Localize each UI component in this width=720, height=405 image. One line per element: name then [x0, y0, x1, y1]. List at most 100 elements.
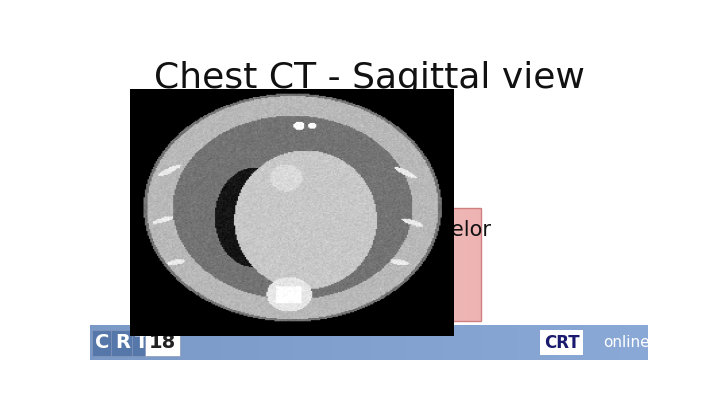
- Bar: [462, 324, 472, 360]
- Bar: [313, 324, 323, 360]
- Bar: [420, 208, 426, 322]
- Bar: [285, 324, 295, 360]
- Text: 2. Administer FFP: 2. Administer FFP: [188, 252, 370, 272]
- Bar: [620, 324, 630, 360]
- Bar: [222, 208, 228, 322]
- Bar: [639, 324, 649, 360]
- Bar: [164, 324, 174, 360]
- Bar: [278, 208, 284, 322]
- Bar: [564, 324, 574, 360]
- Bar: [332, 324, 342, 360]
- Bar: [323, 324, 333, 360]
- Bar: [333, 208, 339, 322]
- Text: 18: 18: [149, 333, 176, 352]
- Bar: [374, 208, 379, 322]
- Bar: [555, 324, 565, 360]
- Bar: [481, 324, 490, 360]
- Bar: [348, 208, 354, 322]
- Bar: [197, 208, 202, 322]
- Bar: [258, 324, 267, 360]
- Bar: [90, 324, 100, 360]
- Bar: [217, 208, 222, 322]
- Bar: [155, 324, 165, 360]
- Bar: [387, 324, 397, 360]
- Bar: [425, 324, 435, 360]
- Bar: [341, 324, 351, 360]
- Bar: [629, 324, 639, 360]
- Bar: [490, 324, 500, 360]
- Bar: [303, 208, 309, 322]
- Bar: [546, 324, 556, 360]
- Bar: [359, 208, 364, 322]
- Bar: [405, 208, 410, 322]
- Bar: [364, 208, 369, 322]
- Bar: [239, 324, 248, 360]
- Bar: [434, 324, 444, 360]
- Bar: [228, 208, 233, 322]
- Bar: [248, 208, 253, 322]
- Bar: [192, 324, 202, 360]
- Bar: [343, 208, 349, 322]
- Bar: [308, 208, 314, 322]
- Bar: [323, 208, 329, 322]
- Bar: [415, 324, 426, 360]
- Bar: [263, 208, 269, 322]
- Bar: [384, 208, 390, 322]
- Bar: [109, 324, 119, 360]
- Bar: [202, 324, 212, 360]
- Bar: [574, 324, 583, 360]
- Bar: [212, 208, 217, 322]
- Bar: [499, 324, 509, 360]
- Text: 1. Stop aspirin and ticagrelor: 1. Stop aspirin and ticagrelor: [188, 220, 490, 241]
- Bar: [425, 208, 431, 322]
- Bar: [460, 208, 466, 322]
- Bar: [233, 208, 238, 322]
- Text: 3. Angiography: 3. Angiography: [188, 284, 347, 304]
- Bar: [294, 324, 305, 360]
- Bar: [354, 208, 359, 322]
- Bar: [440, 208, 446, 322]
- Bar: [276, 324, 286, 360]
- Bar: [593, 324, 602, 360]
- Bar: [145, 324, 156, 360]
- Bar: [127, 324, 137, 360]
- Bar: [379, 208, 385, 322]
- Bar: [313, 208, 319, 322]
- Bar: [397, 324, 407, 360]
- Bar: [395, 208, 400, 322]
- Bar: [186, 208, 192, 322]
- Bar: [435, 208, 441, 322]
- Bar: [266, 324, 276, 360]
- Bar: [351, 324, 360, 360]
- Bar: [192, 208, 197, 322]
- Bar: [258, 208, 264, 322]
- Text: C: C: [95, 333, 109, 352]
- Bar: [445, 208, 451, 322]
- Bar: [183, 324, 193, 360]
- Bar: [508, 324, 518, 360]
- Bar: [518, 324, 528, 360]
- Bar: [475, 208, 481, 322]
- Bar: [207, 208, 212, 322]
- Bar: [430, 208, 436, 322]
- Text: T: T: [135, 333, 148, 352]
- Bar: [338, 208, 344, 322]
- Bar: [253, 208, 258, 322]
- Bar: [268, 208, 274, 322]
- Bar: [248, 324, 258, 360]
- Bar: [211, 324, 221, 360]
- Bar: [273, 208, 279, 322]
- Bar: [450, 208, 456, 322]
- Bar: [527, 324, 537, 360]
- Bar: [238, 208, 243, 322]
- Bar: [176, 208, 182, 322]
- Bar: [328, 208, 334, 322]
- Bar: [230, 324, 239, 360]
- Bar: [455, 208, 461, 322]
- Bar: [298, 208, 304, 322]
- Bar: [283, 208, 289, 322]
- Bar: [406, 324, 416, 360]
- Bar: [293, 208, 299, 322]
- Bar: [318, 208, 324, 322]
- Bar: [304, 324, 314, 360]
